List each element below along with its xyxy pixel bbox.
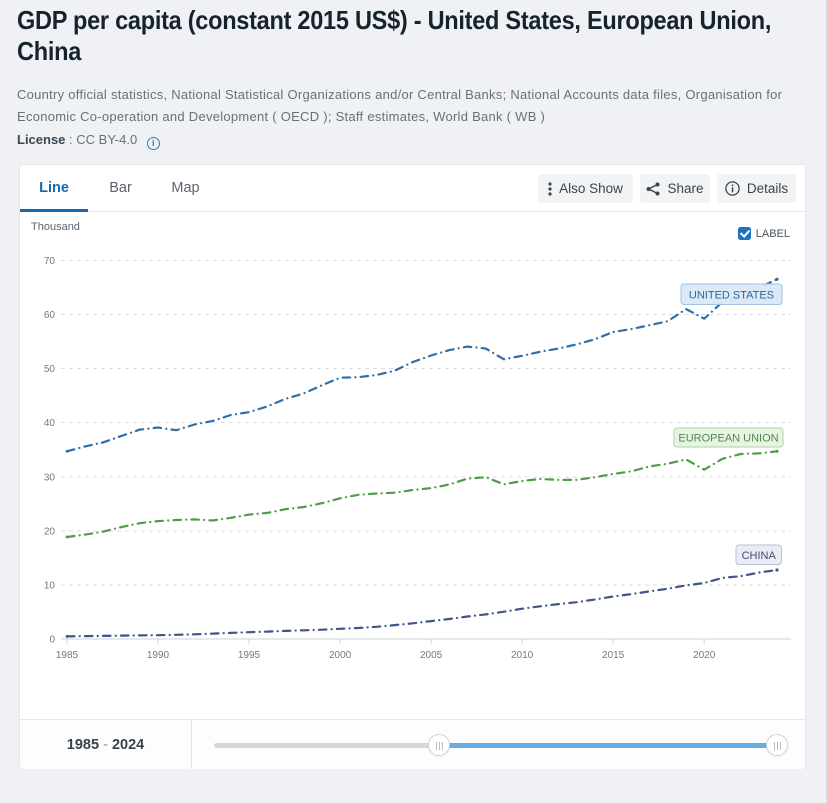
svg-text:50: 50: [44, 364, 56, 375]
svg-text:1995: 1995: [238, 650, 261, 661]
svg-text:40: 40: [44, 418, 56, 429]
svg-text:70: 70: [44, 256, 56, 267]
svg-text:2000: 2000: [329, 650, 352, 661]
svg-text:20: 20: [44, 527, 56, 538]
svg-text:2015: 2015: [602, 650, 625, 661]
svg-text:10: 10: [44, 581, 56, 592]
svg-text:30: 30: [44, 473, 56, 484]
svg-text:CHINA: CHINA: [742, 550, 777, 562]
svg-text:EUROPEAN UNION: EUROPEAN UNION: [678, 433, 778, 445]
svg-text:2020: 2020: [693, 650, 716, 661]
svg-text:1990: 1990: [147, 650, 170, 661]
svg-text:1985: 1985: [56, 650, 79, 661]
svg-text:0: 0: [49, 635, 55, 646]
svg-text:2005: 2005: [420, 650, 443, 661]
svg-text:UNITED STATES: UNITED STATES: [689, 290, 774, 302]
svg-text:2010: 2010: [511, 650, 534, 661]
svg-text:60: 60: [44, 310, 56, 321]
